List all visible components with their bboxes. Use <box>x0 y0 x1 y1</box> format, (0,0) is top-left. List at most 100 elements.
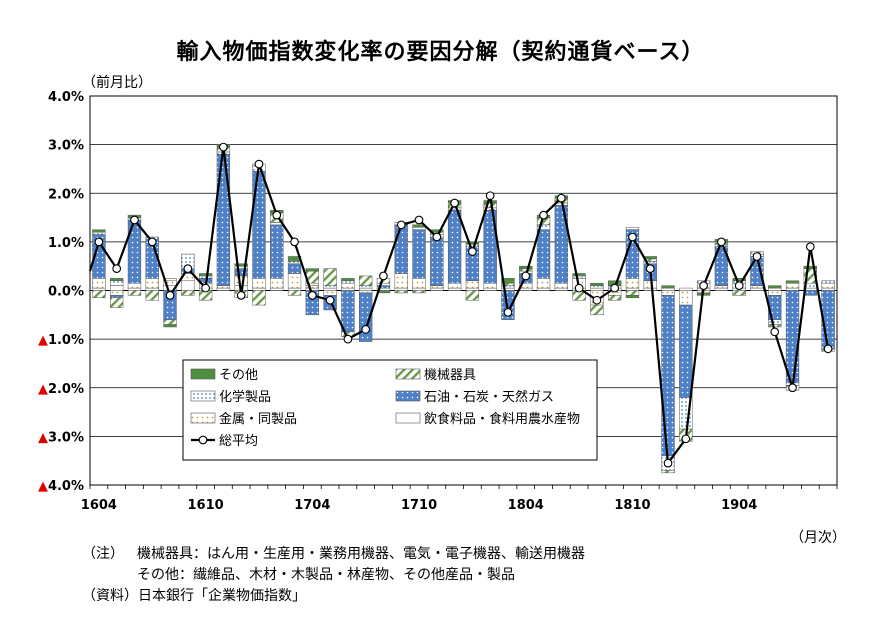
y-tick-neg-sign: ▲ <box>38 479 48 494</box>
bar-segment <box>625 287 640 291</box>
x-tick-label: 1704 <box>294 498 330 513</box>
bar-segment <box>430 287 444 291</box>
bar-segment <box>127 287 142 291</box>
average-point <box>521 271 531 281</box>
legend-label: 機械器具 <box>424 368 476 383</box>
bar-segment <box>252 278 266 289</box>
average-point <box>788 383 797 393</box>
average-point <box>468 247 477 256</box>
bar-segment <box>519 287 533 291</box>
y-tick-label: ▲1.0% <box>38 333 84 348</box>
y-tick-value: 3.0% <box>48 430 84 445</box>
bar-segment <box>92 287 106 291</box>
bar-segment <box>145 290 159 301</box>
bar-segment <box>465 241 480 245</box>
bar-segment <box>92 231 106 235</box>
average-point <box>770 327 780 337</box>
y-tick-label: ▲4.0% <box>38 479 84 494</box>
bar-segment <box>412 287 426 291</box>
bar-segment <box>661 470 675 474</box>
bar-segment <box>127 290 142 296</box>
bar-segment <box>287 290 302 296</box>
bar-segment <box>625 295 640 299</box>
bar-segment <box>483 287 497 291</box>
legend-label: 石油・石炭・天然ガス <box>424 389 554 405</box>
bar-segment <box>519 265 533 269</box>
bar-segment <box>216 285 231 289</box>
bar-segment <box>394 290 408 294</box>
x-axis-unit-label: （月次） <box>790 530 846 546</box>
bar-segment <box>216 287 231 291</box>
axes: 4.0%3.0%2.0%1.0%0.0%▲1.0%▲2.0%▲3.0%▲4.0%… <box>38 90 838 513</box>
bar-segment <box>341 287 355 291</box>
bar-segment <box>110 285 124 291</box>
bar-segment <box>750 287 764 291</box>
bar-segment <box>110 290 124 296</box>
average-point <box>130 215 139 225</box>
bar-segment <box>643 287 657 291</box>
average-point <box>503 308 513 317</box>
y-tick-neg-sign: ▲ <box>38 430 48 445</box>
bar-segment <box>287 263 302 274</box>
average-point <box>307 291 317 300</box>
bar-segment <box>768 319 782 325</box>
bar-segment <box>127 282 142 289</box>
legend-swatch-marker <box>198 435 208 445</box>
bar-segment <box>590 287 604 291</box>
average-point <box>254 159 264 169</box>
x-tick-label: 1604 <box>81 498 117 513</box>
bar-segment <box>465 290 480 301</box>
bar-segment <box>572 275 586 279</box>
bar-segment <box>394 287 408 291</box>
average-point <box>165 291 175 300</box>
bar-segment <box>554 282 568 289</box>
average-point <box>485 191 495 201</box>
y-tick-label: 3.0% <box>48 139 84 154</box>
bar-segment <box>785 282 800 289</box>
bar-segment <box>465 244 480 247</box>
bar-segment <box>252 290 266 306</box>
average-point <box>414 215 424 225</box>
bar-segment <box>323 268 337 286</box>
average-point <box>272 210 282 220</box>
bar-segment <box>287 273 302 289</box>
average-point <box>94 237 104 247</box>
bar-segment <box>750 285 764 289</box>
bar-segment <box>394 224 408 274</box>
y-tick-value: 2.0% <box>48 382 84 397</box>
average-point <box>681 434 691 444</box>
bar-segment <box>305 285 319 289</box>
bar-segment <box>287 287 302 291</box>
bar-segment <box>412 229 426 279</box>
x-tick-label: 1810 <box>614 498 650 513</box>
bar-segment <box>234 263 248 267</box>
bar-segment <box>768 324 782 328</box>
average-point <box>663 458 673 468</box>
bar-segment <box>430 236 444 286</box>
bar-segment <box>447 210 462 284</box>
average-point <box>610 283 620 293</box>
bar-segment <box>572 273 586 277</box>
bar-segment <box>270 224 284 279</box>
bar-segment <box>376 290 391 294</box>
bar-segment <box>714 285 729 289</box>
bar-segment <box>376 282 391 286</box>
bar-segment <box>447 287 462 291</box>
y-tick-neg-sign: ▲ <box>38 382 48 397</box>
bar-segment <box>643 280 657 289</box>
y-tick-value: 4.0% <box>48 479 84 494</box>
bar-segment <box>661 287 675 291</box>
bar-segment <box>341 280 355 284</box>
bar-segment <box>323 287 337 291</box>
note-machinery: 機械器具：はん用・生産用・業務用機器、電気・電子機器、輸送用機器 <box>137 546 585 562</box>
average-point <box>325 295 335 305</box>
average-point <box>752 252 762 261</box>
legend-label: 飲食料品・食料用農水産物 <box>424 411 580 427</box>
bar-segment <box>287 261 302 265</box>
legend-swatch <box>395 368 421 380</box>
bar-segment <box>768 285 782 289</box>
bar-segment <box>305 268 319 272</box>
bar-segment <box>92 290 106 299</box>
